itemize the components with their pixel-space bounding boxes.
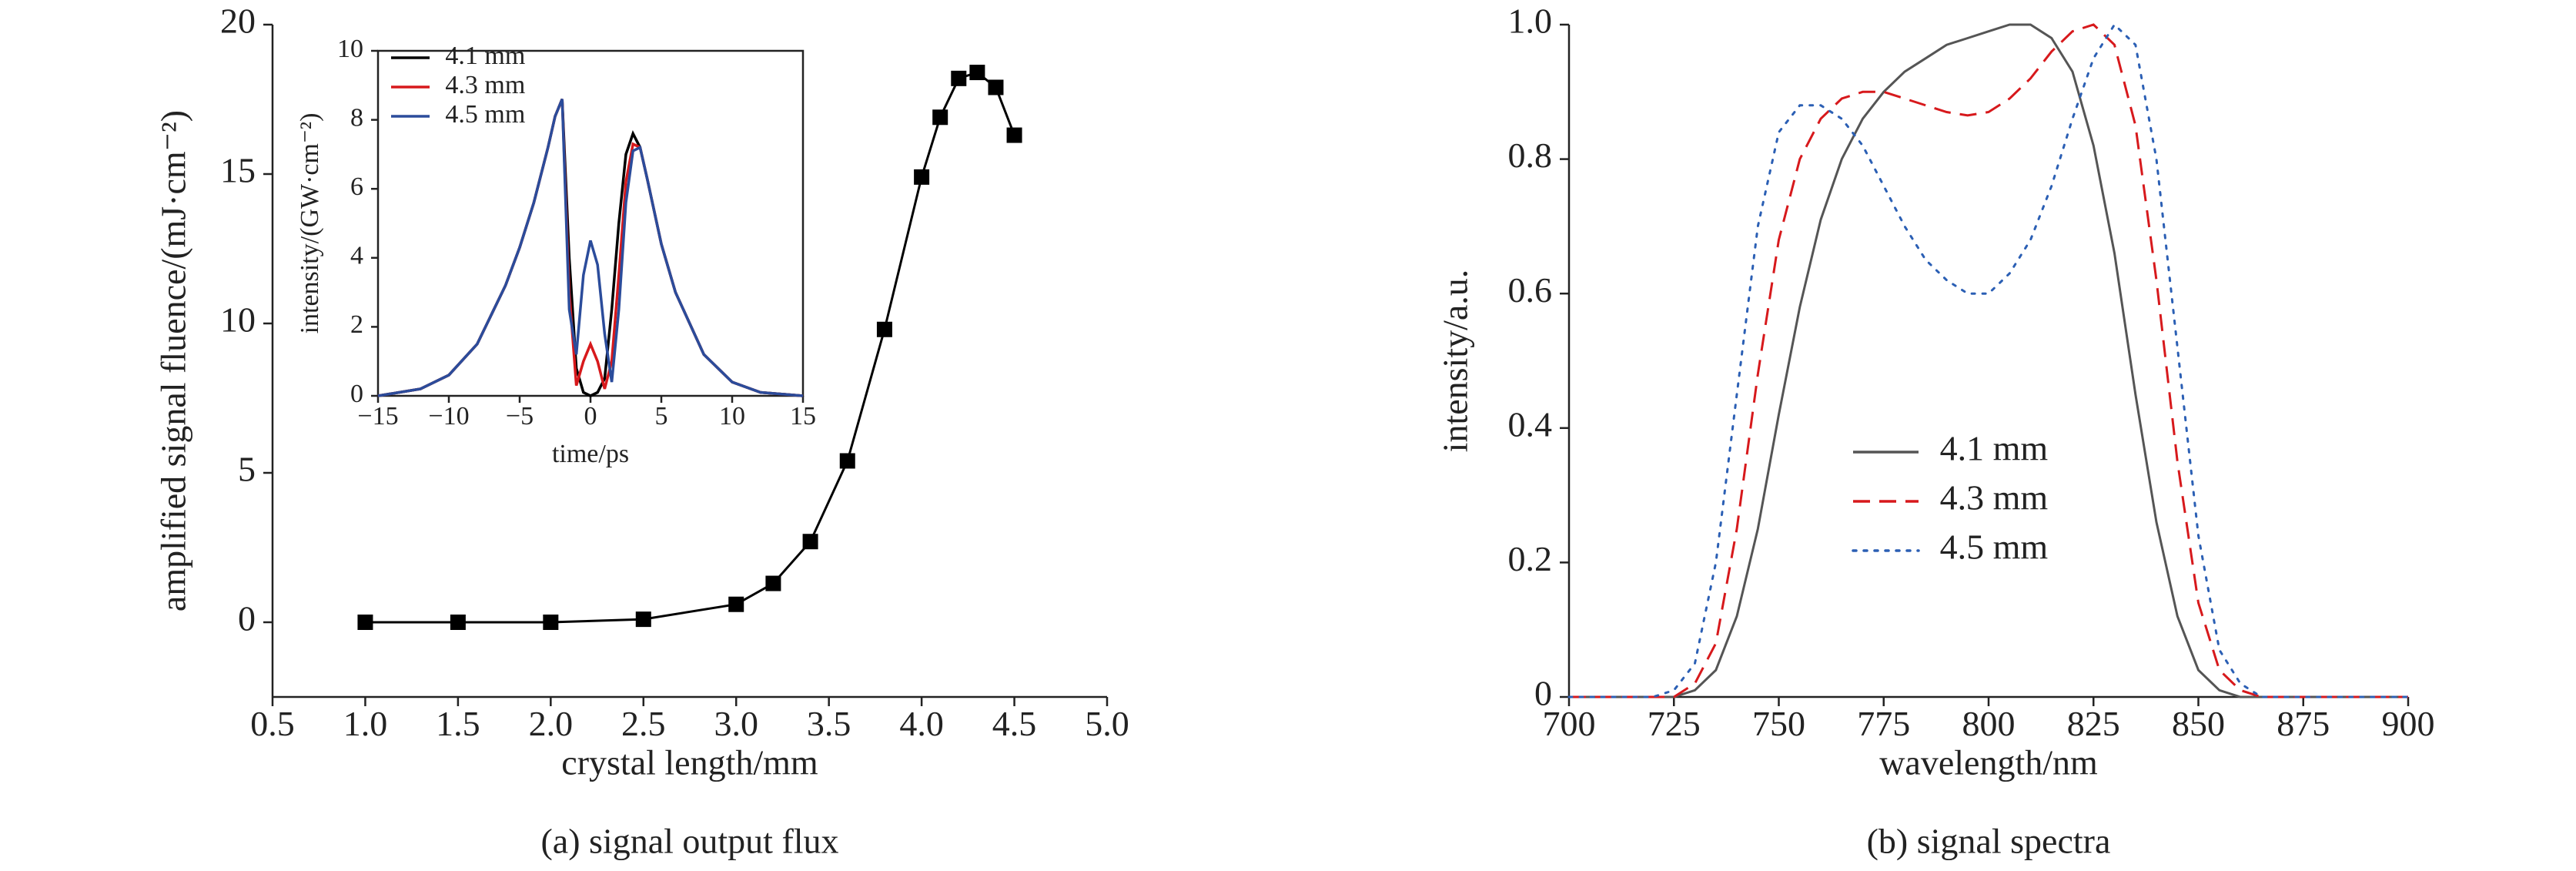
y-tick-label: 10: [337, 35, 363, 63]
legend-label: 4.1 mm: [445, 42, 525, 70]
series-line: [1567, 22, 2410, 698]
y-tick-label: 0: [238, 599, 256, 638]
y-tick-label: 8: [350, 103, 363, 132]
marker: [839, 453, 855, 469]
marker: [1006, 127, 1022, 143]
y-tick-label: 5: [238, 450, 256, 489]
marker: [914, 169, 930, 185]
x-tick-label: 700: [1543, 704, 1596, 743]
series-line: [377, 99, 804, 397]
legend-label: 4.3 mm: [445, 71, 525, 99]
y-tick-label: 0: [350, 380, 363, 408]
x-tick-label: 5.0: [1085, 704, 1129, 743]
marker: [357, 615, 373, 630]
legend-label: 4.1 mm: [1940, 429, 2049, 468]
x-tick-label: 1.0: [343, 704, 388, 743]
x-tick-label: 5: [655, 402, 668, 430]
y-axis-title: amplified signal fluence/(mJ·cm⁻²): [154, 110, 193, 611]
x-axis-title: wavelength/nm: [1879, 743, 2098, 782]
x-tick-label: 4.5: [992, 704, 1037, 743]
x-tick-label: 900: [2382, 704, 2435, 743]
marker: [932, 109, 948, 126]
x-tick-label: 0.5: [250, 704, 295, 743]
y-axis-title: intensity/(GW·cm⁻²): [296, 113, 324, 334]
marker: [765, 575, 781, 591]
marker: [988, 79, 1004, 95]
marker: [969, 65, 985, 81]
legend-label: 4.5 mm: [445, 100, 525, 129]
marker: [951, 70, 967, 86]
series-line: [1569, 23, 2408, 698]
legend-label: 4.5 mm: [1940, 528, 2049, 567]
x-tick-label: 725: [1648, 704, 1701, 743]
x-tick-label: 850: [2172, 704, 2225, 743]
x-tick-label: −15: [357, 402, 398, 430]
y-tick-label: 10: [220, 300, 256, 340]
x-tick-label: 15: [790, 402, 816, 430]
x-tick-label: 10: [719, 402, 745, 430]
marker: [876, 321, 892, 337]
y-axis-title: intensity/a.u.: [1436, 270, 1475, 453]
x-tick-label: −5: [506, 402, 534, 430]
caption: (b) signal spectra: [1867, 822, 2111, 861]
x-tick-label: 3.5: [807, 704, 851, 743]
y-tick-label: 0.8: [1508, 136, 1553, 175]
y-tick-label: 2: [350, 310, 363, 339]
y-tick-label: 6: [350, 173, 363, 201]
x-tick-label: 750: [1752, 704, 1805, 743]
y-tick-label: 0.6: [1508, 270, 1553, 310]
marker: [450, 615, 466, 630]
x-tick-label: 4.0: [899, 704, 944, 743]
y-tick-label: 1.0: [1508, 2, 1553, 41]
legend-label: 4.3 mm: [1940, 478, 2049, 518]
caption: (a) signal output flux: [540, 822, 838, 861]
marker: [802, 534, 818, 550]
plot-frame: [376, 49, 805, 397]
x-tick-label: 2.0: [529, 704, 574, 743]
marker: [635, 611, 651, 628]
x-axis-title: crystal length/mm: [561, 743, 818, 782]
y-tick-label: 0: [1534, 674, 1552, 713]
x-tick-label: 2.5: [621, 704, 666, 743]
y-tick-label: 0.2: [1508, 539, 1553, 578]
x-tick-label: 1.5: [436, 704, 480, 743]
x-tick-label: 800: [1962, 704, 2016, 743]
y-tick-label: 20: [220, 2, 256, 41]
x-tick-label: 875: [2277, 704, 2330, 743]
x-tick-label: 3.0: [714, 704, 758, 743]
x-tick-label: 825: [2067, 704, 2120, 743]
series-line: [1569, 23, 2408, 698]
x-axis-title: time/ps: [552, 440, 629, 468]
marker: [728, 596, 744, 612]
x-tick-label: 775: [1857, 704, 1910, 743]
x-tick-label: −10: [428, 402, 469, 430]
x-tick-label: 0: [584, 402, 597, 430]
y-tick-label: 0.4: [1508, 404, 1553, 444]
y-tick-label: 4: [350, 242, 363, 270]
y-tick-label: 15: [220, 151, 256, 190]
marker: [543, 615, 559, 630]
